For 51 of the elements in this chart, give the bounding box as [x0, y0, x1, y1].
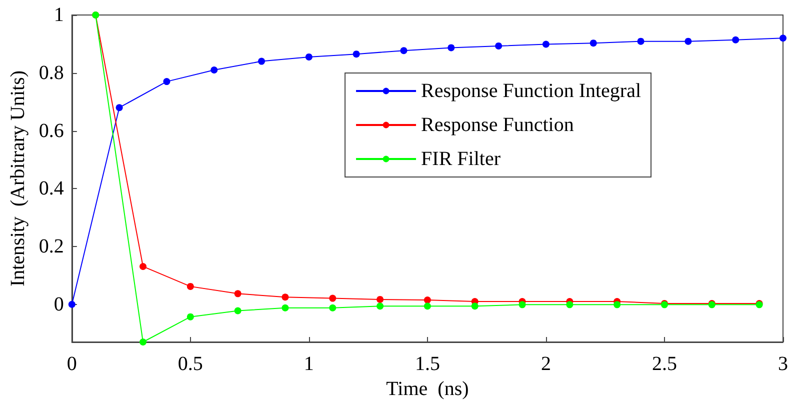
point: [590, 40, 597, 47]
y-tick-label: 0.2: [38, 236, 64, 258]
point: [352, 50, 360, 58]
point: [495, 42, 502, 50]
point: [305, 53, 312, 60]
point: [210, 66, 218, 74]
x-tick-label: 0.5: [178, 353, 203, 375]
point: [684, 38, 692, 45]
point: [424, 302, 431, 310]
y-tick-label: 0: [54, 293, 64, 316]
point: [376, 296, 384, 303]
point: [234, 290, 242, 298]
y-tick-label: 0.6: [38, 120, 64, 142]
point: [542, 40, 550, 48]
point: [140, 338, 147, 346]
point: [186, 282, 194, 290]
point: [140, 262, 147, 270]
point: [282, 304, 289, 312]
y-tick-label: 0.8: [38, 62, 64, 84]
legend-label: Response Function Integral: [421, 80, 642, 102]
point: [448, 44, 455, 52]
x-tick-label: 2: [540, 353, 551, 375]
x-tick-label: 1: [304, 353, 314, 375]
point: [329, 304, 336, 312]
point: [163, 78, 170, 86]
point: [116, 104, 123, 112]
point: [518, 301, 526, 308]
point: [376, 302, 384, 310]
point: [471, 302, 478, 310]
point: [424, 296, 431, 304]
point: [566, 301, 574, 308]
point: [68, 300, 76, 308]
y-tick-label: 0.4: [38, 178, 64, 200]
x-tick-label: 2.5: [652, 353, 677, 375]
point: [637, 38, 644, 45]
point: [732, 36, 740, 44]
y-tick-label: 1: [54, 4, 64, 26]
point: [780, 34, 786, 42]
point: [258, 58, 266, 65]
y-axis-title: Intensity (Arbitrary Units): [7, 70, 29, 287]
point: [234, 307, 242, 314]
x-tick-label: 1.5: [414, 353, 440, 375]
point: [400, 47, 408, 54]
point: [282, 294, 289, 301]
legend-label: Response Function: [421, 114, 574, 136]
point: [614, 301, 621, 308]
x-axis-title: Time (ns): [386, 378, 469, 400]
point: [186, 313, 194, 320]
x-tick-label: 3: [778, 353, 788, 375]
point: [329, 294, 336, 302]
legend-label: FIR Filter: [421, 148, 501, 170]
